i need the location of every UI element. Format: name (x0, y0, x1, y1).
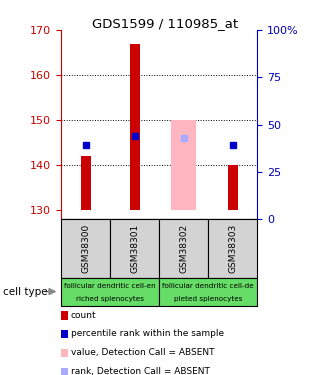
Bar (228, 165, 238, 210)
Text: rank, Detection Call = ABSENT: rank, Detection Call = ABSENT (71, 367, 210, 375)
Bar (61, 278, 159, 306)
Text: value, Detection Call = ABSENT: value, Detection Call = ABSENT (71, 348, 214, 357)
Text: percentile rank within the sample: percentile rank within the sample (71, 329, 224, 338)
Bar (61, 219, 110, 278)
Text: GSM38303: GSM38303 (228, 224, 237, 273)
Text: follicular dendritic cell-en: follicular dendritic cell-en (64, 283, 156, 289)
Bar (159, 219, 208, 278)
Bar (81, 156, 90, 210)
Text: count: count (71, 310, 97, 320)
Bar (208, 219, 257, 278)
Text: GDS1599 / 110985_at: GDS1599 / 110985_at (92, 17, 238, 30)
Bar (110, 219, 159, 278)
Bar (130, 44, 140, 210)
Text: pleted splenocytes: pleted splenocytes (174, 296, 243, 302)
Text: riched splenocytes: riched splenocytes (76, 296, 144, 302)
Text: GSM38302: GSM38302 (179, 224, 188, 273)
Text: cell type: cell type (3, 286, 48, 297)
Bar (172, 120, 196, 210)
Text: follicular dendritic cell-de: follicular dendritic cell-de (162, 283, 254, 289)
Text: GSM38300: GSM38300 (81, 224, 90, 273)
Bar (159, 278, 257, 306)
Text: GSM38301: GSM38301 (130, 224, 139, 273)
